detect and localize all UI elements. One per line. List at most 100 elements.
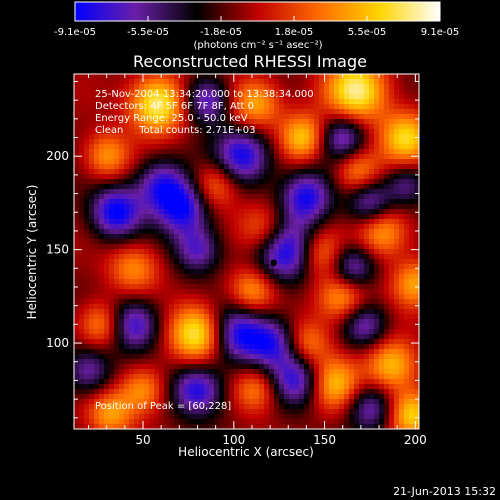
heatmap-cell: [174, 384, 180, 390]
heatmap-cell: [409, 259, 415, 265]
heatmap-cell: [309, 139, 315, 145]
heatmap-cell: [199, 129, 205, 135]
heatmap-cell: [219, 104, 225, 110]
heatmap-cell: [164, 304, 170, 310]
heatmap-cell: [159, 314, 165, 320]
heatmap-cell: [114, 294, 120, 300]
heatmap-cell: [339, 319, 345, 325]
heatmap-cell: [284, 394, 290, 400]
heatmap-cell: [379, 169, 385, 175]
heatmap-cell: [104, 239, 110, 245]
heatmap-cell: [179, 374, 185, 380]
heatmap-cell: [374, 349, 380, 355]
heatmap-cell: [369, 229, 375, 235]
heatmap-cell: [149, 254, 155, 260]
heatmap-cell: [74, 384, 80, 390]
heatmap-cell: [169, 399, 175, 405]
heatmap-cell: [304, 369, 310, 375]
heatmap-cell: [179, 339, 185, 345]
heatmap-cell: [249, 329, 255, 335]
heatmap-cell: [309, 79, 315, 85]
heatmap-cell: [219, 424, 225, 429]
heatmap-cell: [264, 224, 270, 230]
heatmap-cell: [154, 239, 160, 245]
heatmap-cell: [349, 169, 355, 175]
heatmap-cell: [314, 369, 320, 375]
heatmap-cell: [394, 334, 400, 340]
heatmap-cell: [104, 99, 110, 105]
heatmap-cell: [399, 114, 405, 120]
heatmap-cell: [274, 334, 280, 340]
heatmap-cell: [389, 289, 395, 295]
heatmap-cell: [324, 364, 330, 370]
heatmap-cell: [209, 404, 215, 410]
heatmap-cell: [279, 394, 285, 400]
heatmap-cell: [104, 404, 110, 410]
heatmap-cell: [94, 239, 100, 245]
heatmap-cell: [364, 84, 370, 90]
heatmap-cell: [399, 359, 405, 365]
heatmap-cell: [159, 304, 165, 310]
heatmap-cell: [394, 344, 400, 350]
heatmap-cell: [404, 249, 410, 255]
heatmap-cell: [304, 389, 310, 395]
heatmap-cell: [269, 234, 275, 240]
heatmap-cell: [234, 414, 240, 420]
heatmap-cell: [304, 324, 310, 330]
heatmap-cell: [114, 94, 120, 100]
heatmap-cell: [274, 264, 280, 270]
heatmap-cell: [129, 84, 135, 90]
heatmap-cell: [164, 79, 170, 85]
heatmap-cell: [194, 409, 200, 415]
heatmap-cell: [109, 394, 115, 400]
heatmap-cell: [334, 284, 340, 290]
heatmap-cell: [199, 179, 205, 185]
heatmap-cell: [174, 139, 180, 145]
heatmap-cell: [354, 154, 360, 160]
heatmap-cell: [244, 209, 250, 215]
heatmap-cell: [204, 179, 210, 185]
heatmap-cell: [79, 214, 85, 220]
heatmap-cell: [159, 194, 165, 200]
heatmap-cell: [359, 379, 365, 385]
heatmap-cell: [234, 289, 240, 295]
heatmap-cell: [184, 109, 190, 115]
heatmap-cell: [129, 204, 135, 210]
heatmap-cell: [89, 169, 95, 175]
heatmap-cell: [124, 419, 130, 425]
heatmap-cell: [144, 99, 150, 105]
heatmap-cell: [329, 99, 335, 105]
heatmap-cell: [394, 214, 400, 220]
heatmap-cell: [394, 179, 400, 185]
heatmap-cell: [214, 249, 220, 255]
heatmap-cell: [194, 179, 200, 185]
heatmap-cell: [249, 269, 255, 275]
heatmap-cell: [139, 94, 145, 100]
heatmap-cell: [119, 349, 125, 355]
heatmap-cell: [124, 409, 130, 415]
heatmap-cell: [104, 169, 110, 175]
heatmap-cell: [229, 269, 235, 275]
heatmap-cell: [234, 184, 240, 190]
heatmap-cell: [369, 384, 375, 390]
heatmap-cell: [279, 144, 285, 150]
heatmap-cell: [169, 324, 175, 330]
heatmap-cell: [409, 214, 415, 220]
heatmap-cell: [359, 199, 365, 205]
heatmap-cell: [389, 394, 395, 400]
heatmap-cell: [164, 299, 170, 305]
heatmap-cell: [164, 329, 170, 335]
heatmap-cell: [199, 144, 205, 150]
heatmap-cell: [394, 184, 400, 190]
heatmap-cell: [164, 194, 170, 200]
heatmap-cell: [104, 244, 110, 250]
heatmap-cell: [359, 194, 365, 200]
heatmap-cell: [414, 239, 419, 245]
heatmap-cell: [244, 169, 250, 175]
heatmap-cell: [74, 269, 80, 275]
heatmap-cell: [359, 264, 365, 270]
heatmap-cell: [229, 109, 235, 115]
heatmap-cell: [254, 259, 260, 265]
heatmap-cell: [79, 299, 85, 305]
heatmap-cell: [139, 119, 145, 125]
